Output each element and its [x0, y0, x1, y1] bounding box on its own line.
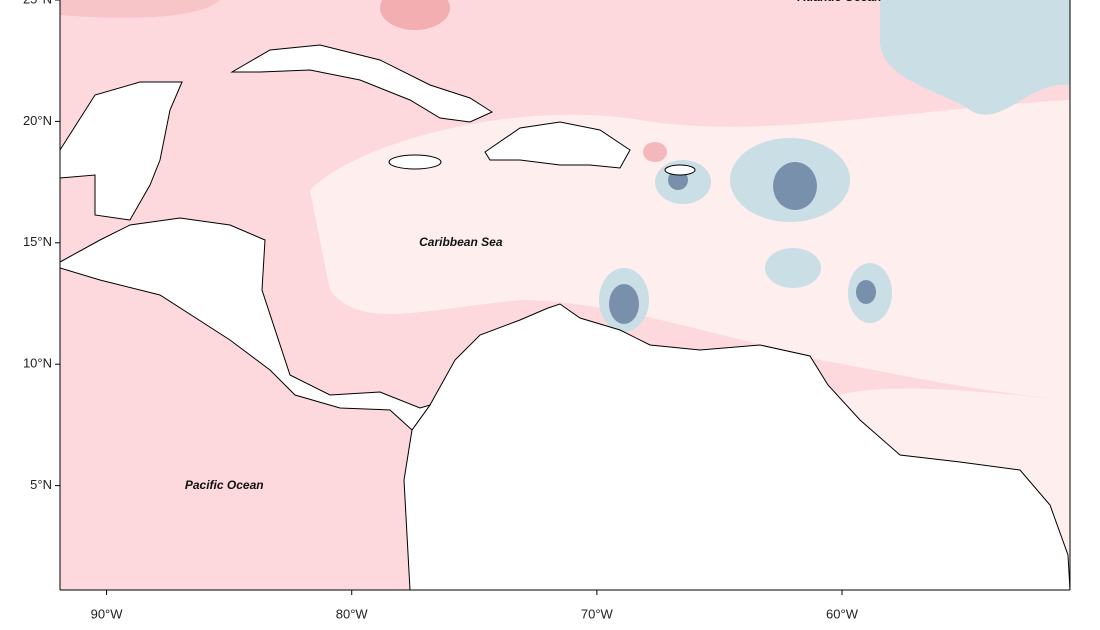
y-tick-label: 25°N: [23, 0, 52, 6]
y-tick-label: 10°N: [23, 356, 52, 371]
field: [60, 0, 1070, 590]
y-tick-label: 20°N: [23, 113, 52, 128]
blue-core: [609, 284, 639, 324]
red-area: [380, 0, 450, 30]
x-tick-label: 60°W: [826, 606, 859, 621]
x-tick-label: 80°W: [336, 606, 369, 621]
red-area: [643, 142, 667, 162]
light-area: [310, 100, 1070, 400]
puerto-rico: [664, 164, 696, 176]
y-tick-label: 5°N: [30, 477, 52, 492]
yucatan: [60, 81, 183, 221]
cuba: [230, 44, 494, 123]
blue-area: [880, 0, 1070, 115]
central-america: [60, 217, 432, 431]
blue-core: [773, 162, 817, 210]
red-area: [60, 0, 220, 18]
blue-core: [856, 280, 876, 304]
place-label: Atlantic Ocean: [797, 0, 882, 4]
x-tick-label: 90°W: [91, 606, 124, 621]
jamaica: [388, 154, 442, 170]
place-label: Pacific Ocean: [185, 478, 264, 492]
south-america: [403, 303, 1070, 590]
blue-area: [765, 248, 821, 288]
hispaniola: [484, 121, 631, 169]
place-label: Caribbean Sea: [419, 235, 503, 249]
y-tick-label: 15°N: [23, 234, 52, 249]
x-tick-label: 70°W: [581, 606, 614, 621]
